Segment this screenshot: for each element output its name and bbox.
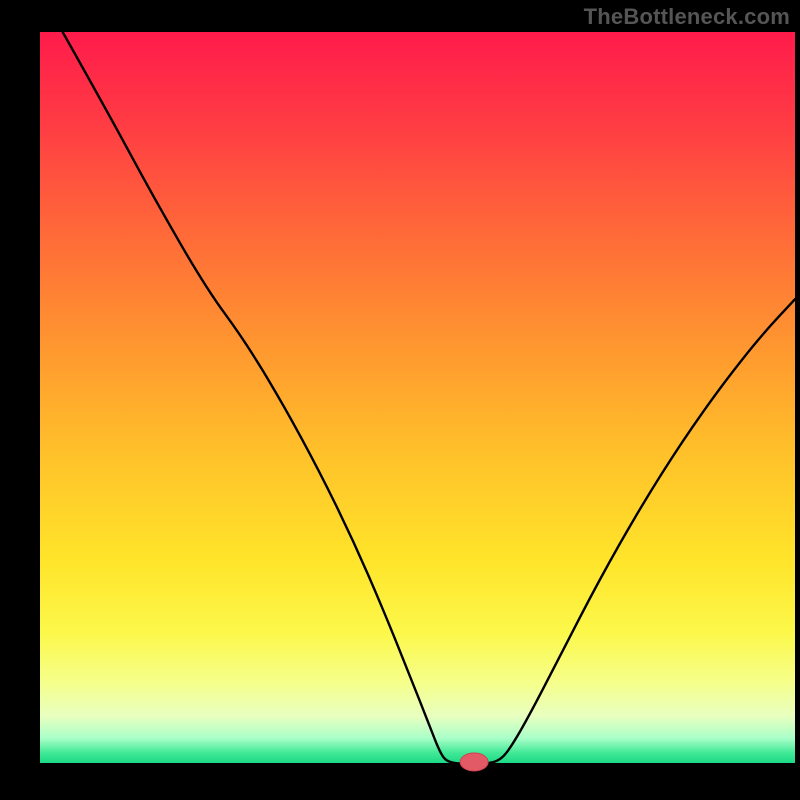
chart-container: TheBottleneck.com [0,0,800,800]
plot-background [40,32,795,764]
optimal-marker [460,753,488,771]
watermark-text: TheBottleneck.com [584,4,790,30]
bottleneck-chart [0,0,800,800]
